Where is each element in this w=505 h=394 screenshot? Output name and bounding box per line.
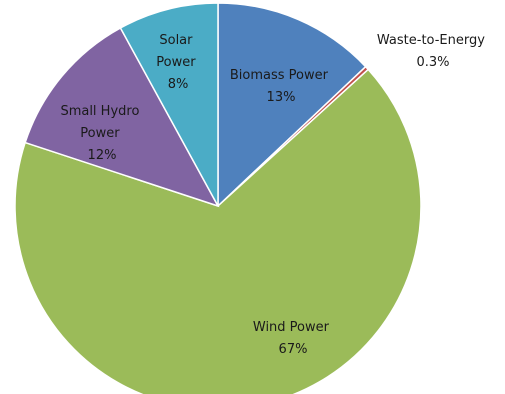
label-waste-to-energy: Waste-to-Energy 0.3% [377, 33, 489, 70]
label-biomass-name: Biomass Power [230, 68, 329, 83]
pie-slice-solar-power [119, 2, 219, 207]
pie-labels: Biomass Power 13% Waste-to-Energy 0.3% W… [60, 33, 489, 357]
label-biomass-percent: 13% [267, 90, 296, 105]
label-solar-name-line2: Power [156, 55, 196, 70]
label-solar-power: Solar Power 8% [156, 33, 199, 92]
label-waste-name: Waste-to-Energy [377, 33, 485, 48]
pie-slice-small-hydro-power [24, 26, 220, 208]
label-solar-percent: 8% [168, 77, 189, 92]
label-wind-percent: 67% [279, 342, 308, 357]
label-solar-name-line1: Solar [159, 33, 193, 48]
label-hydro-name-line1: Small Hydro [60, 104, 139, 119]
label-biomass-power: Biomass Power 13% [230, 68, 332, 105]
label-hydro-name-line2: Power [80, 126, 120, 141]
label-hydro-percent: 12% [88, 148, 117, 163]
label-small-hydro-power: Small Hydro Power 12% [60, 104, 143, 163]
pie-slice-biomass-power [217, 2, 367, 208]
label-wind-power: Wind Power 67% [253, 320, 333, 357]
label-wind-name: Wind Power [253, 320, 330, 335]
pie-slice-wind-power [14, 68, 422, 394]
pie-slices [14, 2, 422, 394]
label-waste-percent: 0.3% [416, 55, 449, 70]
